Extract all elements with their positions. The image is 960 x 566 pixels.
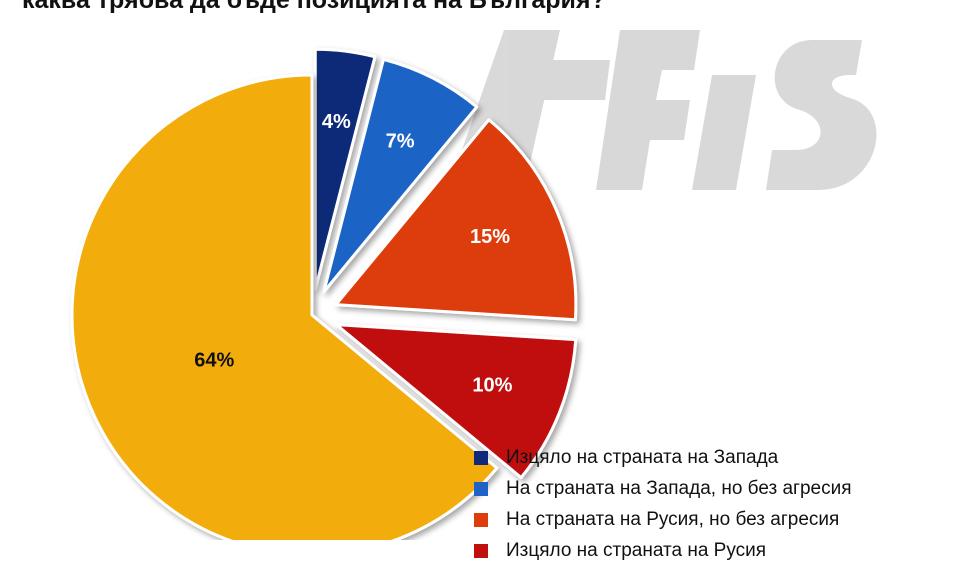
legend-item: Изцяло на страната на Запада	[474, 442, 852, 473]
legend-item: На страната на Запада, но без агресия	[474, 473, 852, 504]
slice-value-label: 15%	[470, 226, 510, 248]
pie-chart: 4% 7% 15% 10% 64%	[70, 30, 877, 540]
legend-swatch	[474, 543, 488, 558]
slice-value-label: 4%	[322, 111, 351, 133]
legend-swatch	[474, 512, 488, 527]
chart-title: каква трябва да бъде позицията на Българ…	[22, 0, 606, 14]
slice-other	[70, 73, 499, 540]
legend-label: На страната на Запада, но без агресия	[506, 477, 852, 499]
legend-label: На страната на Русия, но без агресия	[506, 508, 840, 530]
slice-west-no-aggression	[322, 57, 479, 294]
legend-item: На страната на Русия, но без агресия	[474, 504, 852, 535]
slice-value-label: 7%	[386, 130, 415, 152]
chart-legend: Изцяло на страната на Запада На страната…	[474, 442, 852, 566]
slice-russia-no-aggression	[334, 118, 578, 322]
slice-russia-fully	[334, 323, 578, 480]
legend-label: Изцяло на страната на Русия	[506, 539, 767, 561]
legend-label: Изцяло на страната на Запада	[506, 446, 779, 468]
slice-west-fully	[313, 47, 377, 291]
legend-swatch	[474, 450, 488, 465]
slice-value-label: 64%	[194, 349, 234, 371]
slice-value-label: 10%	[472, 375, 512, 397]
legend-swatch	[474, 481, 488, 496]
